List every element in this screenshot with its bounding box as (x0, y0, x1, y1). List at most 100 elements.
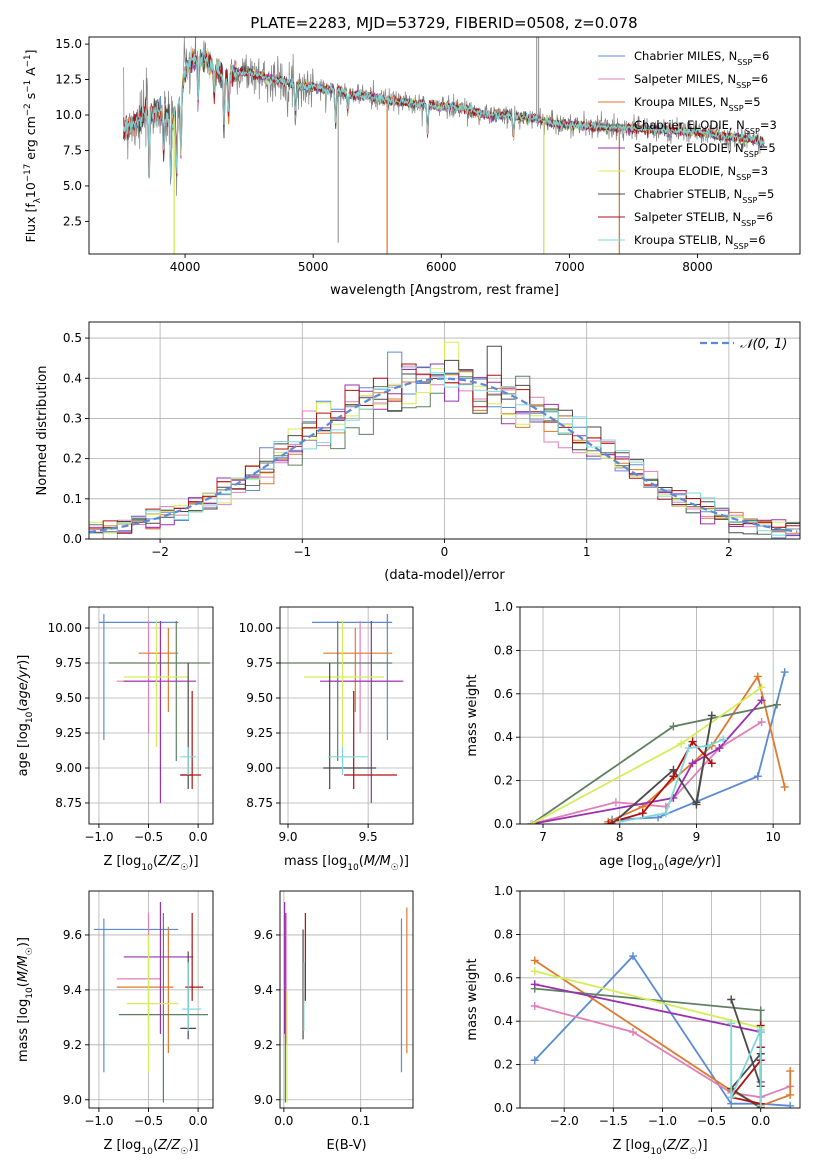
y-tick-label: 0.5 (63, 331, 82, 345)
y-axis-label: age [log10(age/yr)] (16, 655, 35, 777)
axes-frame (88, 36, 801, 255)
x-tick-label: 1 (583, 545, 591, 559)
data-marker (757, 718, 766, 727)
data-marker (611, 798, 620, 807)
x-tick-label: 8000 (682, 260, 713, 274)
histogram-step (89, 341, 800, 534)
axes-frame (88, 890, 214, 1109)
x-tick-label: −1.5 (599, 1114, 628, 1128)
data-marker (780, 783, 789, 792)
mass-vs-Z-panel: −1.0 −0.5 0.0 9.0 9.2 9.4 9.6 Z [log10(Z/Z☉)] ma… (16, 890, 214, 1157)
y-tick-label: 0.2 (63, 452, 82, 466)
x-tick-label: −1.0 (648, 1114, 677, 1128)
y-tick-label: 15.0 (55, 37, 82, 51)
y-tick-label: 0.0 (63, 532, 82, 546)
data-marker (753, 672, 762, 681)
y-tick-label: 9.50 (55, 691, 82, 705)
data-marker (715, 744, 724, 753)
y-tick-label: 9.6 (254, 928, 273, 942)
x-tick-label: 0.0 (189, 830, 208, 844)
data-marker (727, 1093, 736, 1102)
y-tick-label: 9.00 (55, 761, 82, 775)
plot-area (98, 614, 211, 803)
data-marker (530, 1002, 539, 1011)
legend-label: 𝒩(0, 1) (740, 337, 787, 352)
axes-frame (88, 606, 214, 825)
axes-frame (279, 890, 414, 1109)
plot-area (527, 668, 789, 824)
data-marker (703, 741, 712, 750)
x-tick-label: −1.0 (84, 1114, 113, 1128)
y-axis-label: mass weight (465, 958, 480, 1040)
plot-area (284, 901, 408, 1103)
y-tick-label: 10.00 (48, 621, 82, 635)
x-tick-label: 6000 (426, 260, 457, 274)
plot-area (280, 614, 404, 803)
data-marker (628, 1028, 637, 1037)
axes-frame (279, 606, 414, 825)
y-tick-label: 9.75 (55, 656, 82, 670)
y-tick-label: 9.25 (246, 726, 273, 740)
data-marker (530, 956, 539, 965)
x-tick-label: 8 (616, 830, 624, 844)
plot-area (89, 341, 800, 539)
data-marker (757, 696, 766, 705)
y-tick-label: 0.2 (494, 1058, 513, 1072)
legend-label: Kroupa ELODIE, NSSP=3 (634, 164, 768, 182)
y-tick-label: 0.6 (494, 687, 513, 701)
mass-weight-vs-Z-panel: −2.0 −1.5 −1.0 −0.5 0.0 0.0 0.2 0.4 0.6 0.8 1.0 Z [… (465, 884, 801, 1157)
data-marker (527, 820, 536, 824)
x-axis-label: Z [log10(Z/Z☉)] (103, 854, 198, 873)
legend-label: Chabrier ELODIE, NSSP=3 (634, 118, 777, 136)
data-marker (786, 1101, 795, 1108)
y-tick-label: 0.2 (494, 774, 513, 788)
histogram-panel: −2 −1 0 1 2 0.0 0.1 0.2 0.3 0.4 0.5 𝒩(0, 1) (data-mo… (35, 321, 801, 583)
data-marker (756, 1101, 765, 1108)
spectrum-panel: 4000 5000 6000 7000 8000 2.5 5.0 7.5 10.0 12.5 15.… (23, 36, 801, 298)
x-tick-label: 4000 (170, 260, 201, 274)
data-marker (772, 700, 781, 709)
data-marker (786, 1090, 795, 1099)
data-marker (756, 1028, 765, 1037)
x-tick-label: 0.0 (189, 1114, 208, 1128)
data-marker (688, 737, 697, 746)
x-axis-label: E(B-V) (326, 1138, 366, 1153)
y-tick-label: 2.5 (63, 214, 82, 228)
data-marker (615, 817, 624, 824)
data-marker (628, 952, 637, 961)
x-axis-label: age [log10(age/yr)] (599, 854, 721, 873)
data-marker (661, 809, 670, 818)
plot-area (123, 37, 765, 254)
data-marker (608, 820, 617, 824)
y-axis-label: mass weight (465, 674, 480, 756)
data-marker (692, 798, 701, 807)
y-tick-label: 9.6 (63, 928, 82, 942)
model-line (123, 46, 765, 179)
y-tick-label: 9.0 (63, 1093, 82, 1107)
y-tick-label: 1.0 (494, 884, 513, 898)
mass-vs-ebv-panel: 0.0 0.1 9.0 9.2 9.4 9.6 E(B-V) (254, 890, 414, 1153)
x-tick-label: −1 (293, 545, 311, 559)
mass-weight-vs-age-panel: 7 8 9 10 0.0 0.2 0.4 0.6 0.8 1.0 age [log10(age/yr… (465, 600, 801, 873)
data-marker (780, 668, 789, 677)
y-tick-label: 9.50 (246, 691, 273, 705)
y-tick-label: 0.0 (494, 1101, 513, 1115)
axes-frame (519, 890, 801, 1109)
x-axis-label: mass [log10(M/M☉)] (284, 854, 409, 873)
legend-label: Salpeter STELIB, NSSP=6 (634, 210, 773, 228)
y-tick-label: 7.5 (63, 143, 82, 157)
legend-label: Kroupa MILES, NSSP=5 (634, 95, 761, 113)
x-tick-label: 9.0 (278, 830, 297, 844)
y-tick-label: 1.0 (494, 600, 513, 614)
x-axis-label: Z [log10(Z/Z☉)] (612, 1138, 707, 1157)
y-tick-label: 0.8 (494, 927, 513, 941)
plot-area (530, 952, 795, 1108)
data-marker (707, 759, 716, 768)
legend-label: Kroupa STELIB, NSSP=6 (634, 233, 766, 251)
y-tick-label: 10.0 (55, 108, 82, 122)
y-tick-label: 9.2 (63, 1038, 82, 1052)
data-marker (727, 1019, 736, 1028)
x-tick-label: 0.0 (274, 1114, 293, 1128)
x-tick-label: 7000 (554, 260, 585, 274)
